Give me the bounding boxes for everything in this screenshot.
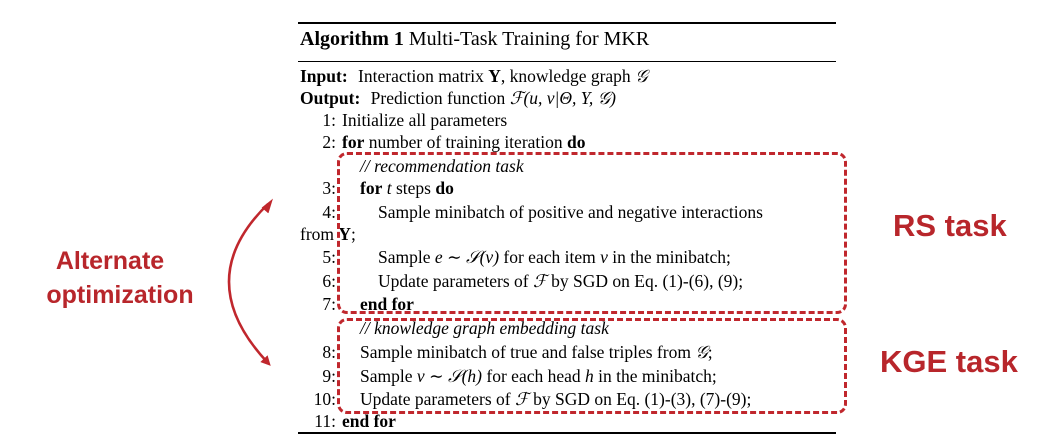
algo-line-1: 1: Initialize all parameters [298, 110, 507, 130]
line-number: 11: [314, 411, 336, 431]
input-matrix-symbol: Y [488, 66, 501, 86]
line-number: 3: [322, 178, 336, 198]
line-number: 8: [322, 342, 336, 362]
line-text: Update parameters of [378, 271, 533, 291]
header-rule [298, 61, 836, 62]
algo-line-11: 11: end for [298, 411, 396, 431]
line-text: Sample minibatch of true and false tripl… [360, 342, 696, 362]
kge-task-label: KGE task [880, 344, 1018, 379]
keyword-for: for [360, 178, 383, 198]
math-expression: e ∼ 𝒮(v) [434, 247, 500, 267]
line-text: Sample [360, 366, 417, 386]
rs-task-label: RS task [893, 208, 1007, 243]
keyword-do: do [567, 132, 586, 152]
algorithm-block: Algorithm 1 Multi-Task Training for MKR … [298, 22, 836, 440]
line-number: 1: [322, 110, 336, 130]
keyword-end-for: end for [360, 294, 414, 314]
keyword-for: for [342, 132, 365, 152]
line-text: Sample [378, 247, 435, 267]
line-number: 10: [313, 389, 336, 409]
algo-line-9: 9: Sample v ∼ 𝒮(h) for each head h in the… [298, 366, 717, 386]
line-text: number of training iteration [364, 132, 568, 152]
line-text: Update parameters of [360, 389, 515, 409]
output-label: Output: [300, 88, 361, 108]
bottom-rule [298, 432, 836, 434]
line-text: by SGD on Eq. (1)-(6), (9); [546, 271, 744, 291]
line-text: from [300, 224, 339, 244]
algo-line-7: 7: end for [298, 294, 414, 314]
line-text: for each item [499, 247, 601, 267]
arrow-curve [227, 203, 271, 366]
line-text: for each head [482, 366, 586, 386]
line-number: 6: [322, 271, 336, 291]
arrow-head-top [261, 198, 273, 214]
input-text-1: Interaction matrix [358, 66, 489, 86]
line-number: 5: [322, 247, 336, 267]
algo-line-4-continued: from Y; [300, 224, 356, 244]
math-variable: h [585, 366, 594, 386]
algo-line-8: 8: Sample minibatch of true and false tri… [298, 342, 713, 363]
algo-line-4: 4: Sample minibatch of positive and negat… [298, 202, 763, 222]
math-function: ℱ [533, 271, 547, 291]
input-label: Input: [300, 66, 348, 86]
keyword-end-for: end for [342, 411, 396, 431]
line-text: in the minibatch; [607, 247, 731, 267]
input-graph-symbol: 𝒢 [635, 67, 648, 87]
output-function: ℱ(u, v|Θ, Y, 𝒢) [509, 88, 616, 108]
line-text: in the minibatch; [593, 366, 717, 386]
math-expression: v ∼ 𝒮(h) [416, 366, 483, 386]
line-text: by SGD on Eq. (1)-(3), (7)-(9); [528, 389, 752, 409]
algo-line-5: 5: Sample e ∼ 𝒮(v) for each item v in the… [298, 247, 731, 267]
algo-line-2: 2: for number of training iteration do [298, 132, 586, 152]
kge-task-dashed-box [337, 318, 847, 414]
comment-kge: // knowledge graph embedding task [360, 318, 609, 338]
rs-task-dashed-box [337, 152, 847, 314]
comment-recommendation: // recommendation task [360, 156, 524, 176]
input-line: Input: Interaction matrix Y, knowledge g… [300, 66, 648, 87]
input-text-2: , knowledge graph [500, 66, 636, 86]
line-number: 9: [322, 366, 336, 386]
alternate-label-line1: Alternate [55, 247, 165, 275]
algo-line-6: 6: Update parameters of ℱ by SGD on Eq. (… [298, 271, 743, 291]
math-t: t [382, 178, 392, 198]
comment-text: // knowledge graph embedding task [360, 318, 609, 338]
algo-line-10: 10: Update parameters of ℱ by SGD on Eq. … [298, 389, 752, 409]
line-number: 4: [322, 202, 336, 222]
comment-text: // recommendation task [360, 156, 524, 176]
top-rule [298, 22, 836, 24]
line-text: Initialize all parameters [342, 110, 508, 130]
math-function: ℱ [515, 389, 529, 409]
output-text: Prediction function [370, 88, 510, 108]
alternate-label-line2: optimization [46, 281, 194, 309]
matrix-symbol: Y [338, 224, 352, 244]
graph-symbol: 𝒢 [695, 343, 708, 363]
algorithm-title-label: Algorithm 1 [300, 28, 404, 50]
math-variable: v [600, 247, 608, 267]
line-number: 7: [322, 294, 336, 314]
output-line: Output: Prediction function ℱ(u, v|Θ, Y,… [300, 88, 616, 108]
line-text: steps [391, 178, 436, 198]
algo-line-3: 3: for t steps do [298, 178, 454, 198]
line-text: Sample minibatch of positive and negativ… [378, 202, 763, 222]
algorithm-title: Algorithm 1 Multi-Task Training for MKR [300, 28, 649, 51]
line-text: ; [351, 224, 356, 244]
keyword-do: do [435, 178, 454, 198]
alternate-optimization-label: Alternate optimization [30, 244, 230, 312]
algorithm-title-text: Multi-Task Training for MKR [408, 28, 650, 50]
line-number: 2: [322, 132, 336, 152]
line-text: ; [707, 342, 713, 362]
